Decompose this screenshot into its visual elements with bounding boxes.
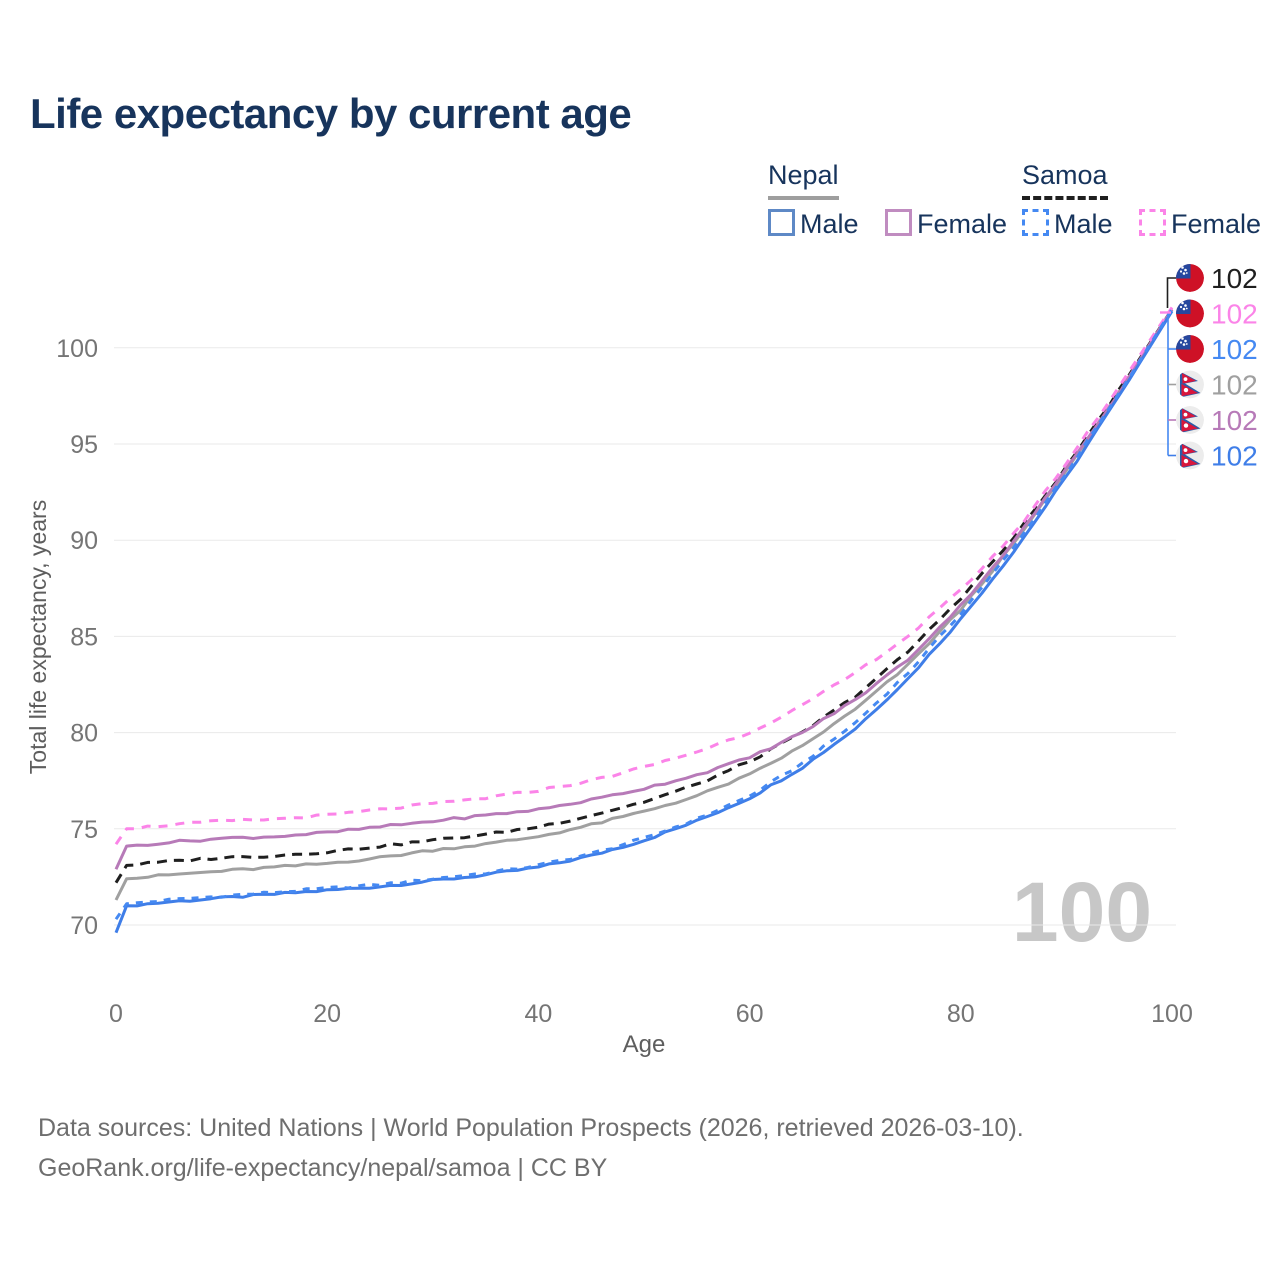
nepal-flag-icon: [1176, 370, 1204, 399]
nepal-male-swatch-icon: [768, 209, 795, 236]
end-value-label: 102: [1211, 263, 1258, 294]
end-label-connectors: [1160, 277, 1176, 457]
y-axis-title: Total life expectancy, years: [25, 500, 51, 774]
gridlines: [114, 347, 1176, 926]
nepal-flag-icon: [1176, 406, 1204, 434]
x-tick-label: 0: [109, 1000, 123, 1028]
legend-item-samoa-male[interactable]: Male: [1022, 209, 1113, 240]
end-label-nepal-female[interactable]: 102: [1176, 405, 1258, 436]
legend-item-samoa-female[interactable]: Female: [1138, 209, 1262, 240]
samoa-female-swatch-icon: [1138, 209, 1166, 236]
nepal-flag-icon: [1176, 441, 1204, 470]
hover-age-watermark: 100: [1012, 865, 1152, 959]
footer-data-sources: Data sources: United Nations | World Pop…: [38, 1114, 1024, 1142]
series-line-samoa-male[interactable]: [114, 308, 1174, 921]
legend-item-samoa-female-label: Female: [1170, 209, 1262, 239]
samoa-flag-icon: [1176, 335, 1204, 363]
end-label-nepal-total[interactable]: 102: [1176, 370, 1258, 401]
x-tick-label: 60: [736, 1000, 764, 1028]
end-labels: 102 102 102 102 102 102: [1176, 263, 1258, 472]
x-tick-label: 20: [313, 1000, 341, 1028]
series-line-nepal-total[interactable]: [114, 308, 1174, 901]
end-label-samoa-total[interactable]: 102: [1176, 263, 1258, 294]
legend-group-nepal-label: Nepal: [768, 160, 839, 190]
series-line-nepal-female[interactable]: [114, 308, 1174, 870]
series-line-nepal-male[interactable]: [114, 310, 1174, 934]
end-value-label: 102: [1211, 334, 1258, 365]
x-axis-tick-labels: 0 20 40 60 80 100: [109, 1000, 1193, 1028]
samoa-flag-icon: [1176, 264, 1204, 292]
legend-group-samoa-label: Samoa: [1022, 160, 1108, 190]
y-tick-label: 80: [70, 720, 98, 748]
legend-group-nepal: Nepal Male Female: [768, 160, 1029, 240]
legend-group-samoa: Samoa Male Female: [1022, 160, 1280, 240]
legend-item-nepal-male[interactable]: Male: [768, 209, 859, 240]
end-label-samoa-female[interactable]: 102: [1176, 299, 1258, 330]
y-tick-label: 95: [70, 431, 98, 459]
series-lines: [114, 306, 1174, 934]
y-tick-label: 70: [70, 912, 98, 940]
nepal-female-swatch-icon: [884, 209, 912, 236]
end-value-label: 102: [1211, 441, 1258, 472]
x-tick-label: 80: [947, 1000, 975, 1028]
legend-item-nepal-female-label: Female: [916, 209, 1008, 239]
legend-group-nepal-header[interactable]: Nepal: [768, 160, 839, 200]
x-tick-label: 100: [1151, 1000, 1193, 1028]
y-axis-tick-labels: 70 75 80 85 90 95 100: [56, 335, 98, 940]
end-label-nepal-male[interactable]: 102: [1176, 441, 1258, 472]
end-value-label: 102: [1211, 370, 1258, 401]
end-value-label: 102: [1211, 405, 1258, 436]
y-tick-label: 100: [56, 335, 98, 363]
x-tick-label: 40: [524, 1000, 552, 1028]
series-line-samoa-female[interactable]: [114, 306, 1174, 846]
legend-item-nepal-female[interactable]: Female: [884, 209, 1008, 240]
y-tick-label: 75: [70, 816, 98, 844]
y-tick-label: 85: [70, 623, 98, 651]
legend-group-samoa-header[interactable]: Samoa: [1022, 160, 1108, 200]
chart-legend: Nepal Male Female Samoa Male Female: [0, 160, 1280, 250]
samoa-male-swatch-icon: [1022, 209, 1049, 236]
end-label-samoa-male[interactable]: 102: [1176, 334, 1258, 365]
end-value-label: 102: [1211, 299, 1258, 330]
footer-attribution: Data sources: United Nations | World Pop…: [38, 1108, 1024, 1188]
y-tick-label: 90: [70, 527, 98, 555]
samoa-flag-icon: [1176, 299, 1204, 328]
x-axis-title: Age: [623, 1031, 666, 1058]
legend-item-nepal-male-label: Male: [800, 209, 859, 239]
series-line-samoa-total[interactable]: [114, 308, 1174, 884]
footer-url-license: GeoRank.org/life-expectancy/nepal/samoa …: [38, 1154, 608, 1182]
legend-item-samoa-male-label: Male: [1054, 209, 1113, 239]
page-title: Life expectancy by current age: [30, 90, 632, 137]
